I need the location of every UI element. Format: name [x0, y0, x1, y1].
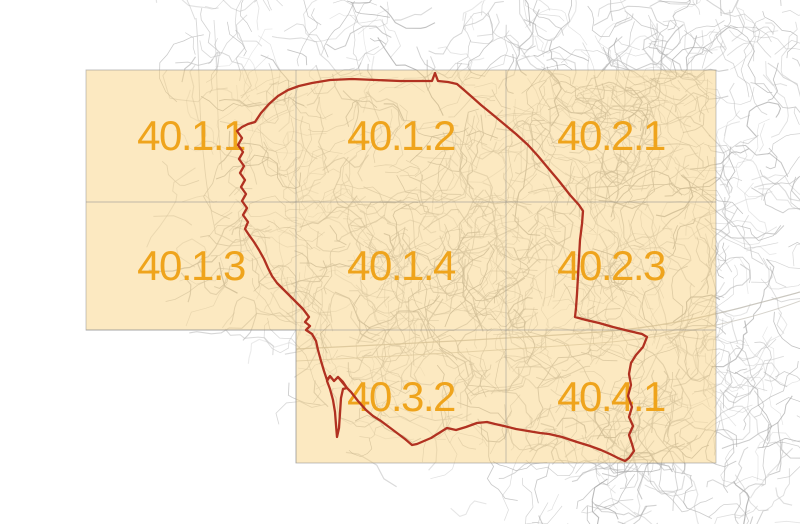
boundary-outline — [235, 71, 649, 463]
tile-label: 40.2.1 — [557, 112, 666, 159]
tile-label: 40.1.2 — [347, 112, 456, 159]
map-tile[interactable]: 40.4.1 — [506, 330, 716, 463]
map-tile[interactable]: 40.2.3 — [506, 202, 716, 330]
tile-label: 40.2.3 — [557, 242, 666, 289]
tile-label: 40.4.1 — [557, 372, 666, 420]
map-tile[interactable]: 40.1.1 — [86, 70, 296, 202]
map-tile[interactable]: 40.1.4 — [296, 202, 506, 330]
map-tile[interactable]: 40.1.3 — [86, 202, 296, 330]
tile-label: 40.1.3 — [137, 242, 246, 289]
map-tile[interactable]: 40.1.2 — [296, 70, 506, 202]
tile-label: 40.1.4 — [347, 242, 456, 289]
map-tile[interactable]: 40.2.1 — [506, 70, 716, 202]
tile-label: 40.1.1 — [137, 112, 246, 159]
